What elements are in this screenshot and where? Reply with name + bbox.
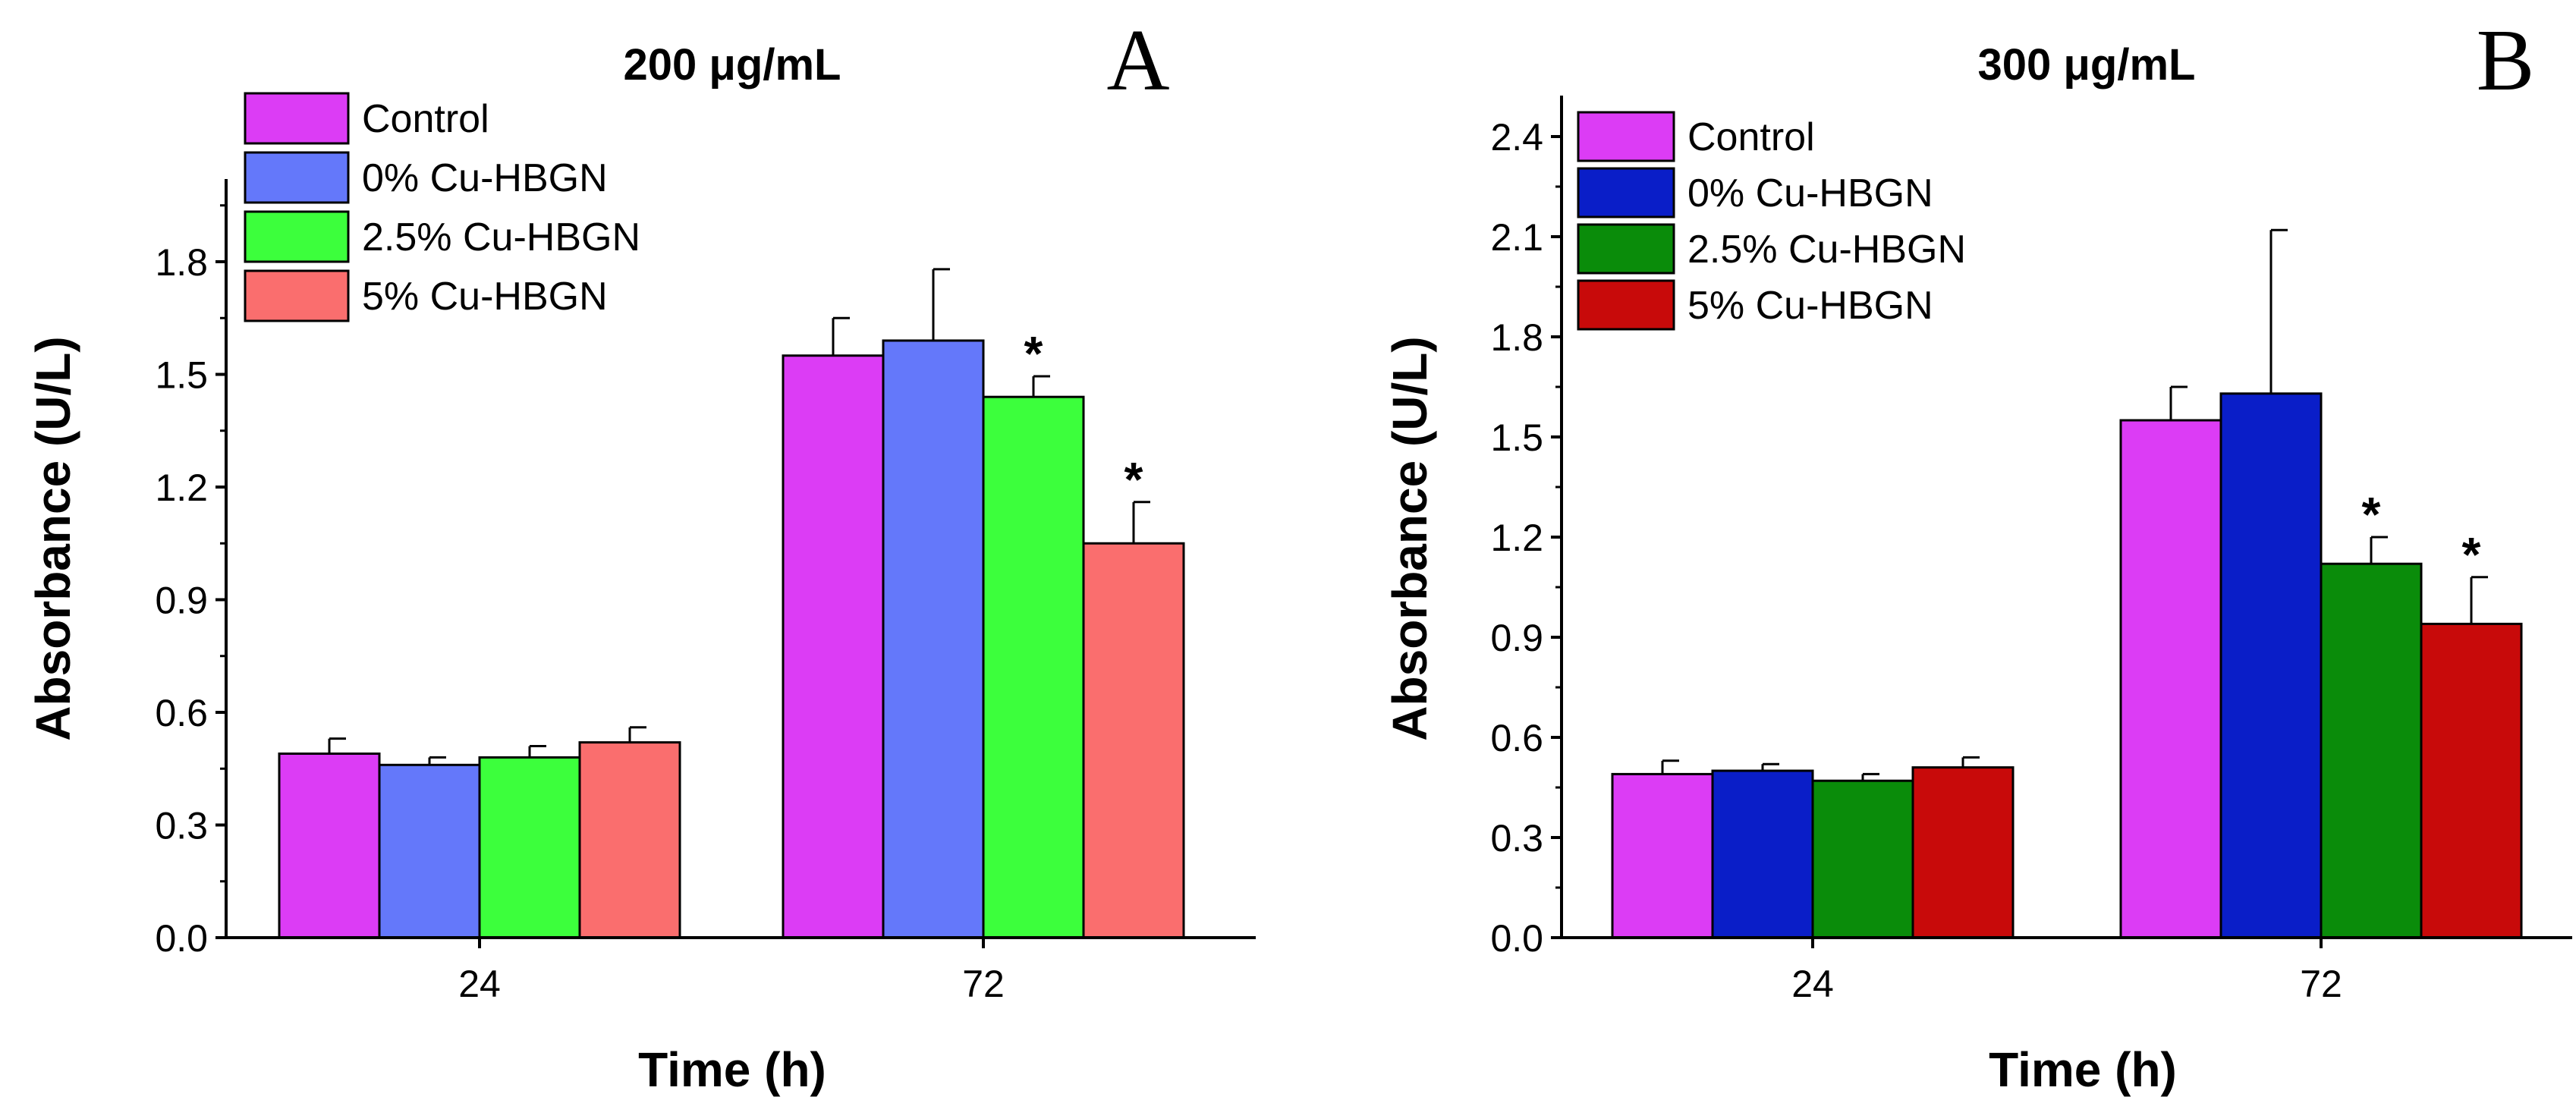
y-tick-label: 0.0	[155, 917, 208, 960]
x-tick-label: 24	[1791, 963, 1834, 1005]
chart-title: 200 μg/mL	[624, 40, 841, 90]
significance-marker: *	[1024, 326, 1043, 381]
bar	[2420, 622, 2523, 939]
y-tick-label: 0.3	[155, 805, 208, 847]
legend-label: Control	[362, 97, 489, 141]
legend-label: 5% Cu-HBGN	[1687, 284, 1933, 328]
x-ticks: 24 72	[458, 938, 1005, 1005]
bar	[2320, 562, 2423, 939]
bar	[1082, 542, 1185, 939]
bar	[278, 752, 381, 939]
y-tick-label: 0.3	[1490, 817, 1543, 860]
bar	[1611, 772, 1714, 939]
legend: Control 0% Cu-HBGN 2.5% Cu-HBGN 5% Cu-HBGN	[244, 92, 640, 322]
y-tick-label: 1.8	[155, 241, 208, 284]
panel-label: A	[1106, 12, 1169, 108]
y-ticks: 0.0 0.3 0.6 0.9 1.2 1.5 1.8 2.1 2.4	[1490, 116, 1562, 960]
legend-swatch	[244, 210, 350, 263]
bar	[782, 354, 885, 939]
legend-swatch	[244, 151, 350, 204]
bars: **	[1611, 228, 2523, 939]
significance-marker: *	[2362, 487, 2381, 542]
y-tick-label: 1.2	[155, 467, 208, 509]
legend-label: 0% Cu-HBGN	[362, 156, 608, 200]
legend-label: 0% Cu-HBGN	[1687, 171, 1933, 215]
y-tick-label: 1.5	[155, 354, 208, 397]
y-tick-label: 1.8	[1490, 316, 1543, 359]
significance-marker: *	[2462, 527, 2481, 582]
y-tick-label: 0.9	[155, 580, 208, 622]
significance-marker: *	[1124, 452, 1143, 507]
y-tick-label: 0.9	[1490, 617, 1543, 659]
y-tick-label: 0.6	[155, 692, 208, 734]
x-axis-label: Time (h)	[1989, 1042, 2177, 1097]
bar	[478, 756, 581, 939]
y-axis-label: Absorbance (U/L)	[1382, 336, 1437, 740]
bar	[1911, 766, 2015, 939]
legend-swatch	[1577, 223, 1675, 275]
legend-label: Control	[1687, 115, 1815, 159]
legend-swatch	[1577, 167, 1675, 218]
y-tick-label: 2.4	[1490, 116, 1543, 159]
x-axis-label: Time (h)	[638, 1042, 826, 1097]
bar	[982, 395, 1085, 939]
y-tick-label: 0.6	[1490, 717, 1543, 759]
bar	[2119, 419, 2222, 939]
legend-swatch	[244, 269, 350, 322]
y-tick-label: 1.2	[1490, 517, 1543, 559]
legend-swatch	[1577, 111, 1675, 162]
x-tick-label: 72	[2300, 963, 2342, 1005]
chart-title: 300 μg/mL	[1978, 40, 2196, 90]
legend-swatch	[1577, 279, 1675, 331]
bar	[882, 339, 985, 939]
legend-swatch	[244, 92, 350, 145]
x-tick-label: 24	[458, 963, 501, 1005]
axes	[225, 179, 1256, 939]
legend-label: 2.5% Cu-HBGN	[1687, 228, 1966, 272]
y-tick-label: 2.1	[1490, 216, 1543, 259]
y-ticks: 0.0 0.3 0.6 0.9 1.2 1.5 1.8	[155, 204, 226, 960]
panel-a: 200 μg/mL A Absorbance (U/L) Time (h) 0.…	[26, 12, 1256, 1097]
legend-label: 5% Cu-HBGN	[362, 275, 608, 319]
panel-b: 300 μg/mL B Absorbance (U/L) Time (h) 0.…	[1382, 12, 2572, 1097]
x-tick-label: 72	[962, 963, 1005, 1005]
y-tick-label: 1.5	[1490, 416, 1543, 459]
bar	[1811, 779, 1914, 939]
bar	[2219, 392, 2323, 939]
panel-label: B	[2477, 12, 2535, 108]
y-tick-label: 0.0	[1490, 917, 1543, 960]
axes	[1560, 96, 2572, 939]
bar	[1711, 769, 1814, 939]
x-ticks: 24 72	[1791, 938, 2342, 1005]
y-axis-label: Absorbance (U/L)	[26, 336, 80, 740]
bars: **	[278, 268, 1185, 939]
bar	[378, 763, 481, 939]
bar	[578, 741, 681, 939]
legend-label: 2.5% Cu-HBGN	[362, 215, 640, 259]
legend: Control 0% Cu-HBGN 2.5% Cu-HBGN 5% Cu-HBGN	[1577, 111, 1966, 331]
